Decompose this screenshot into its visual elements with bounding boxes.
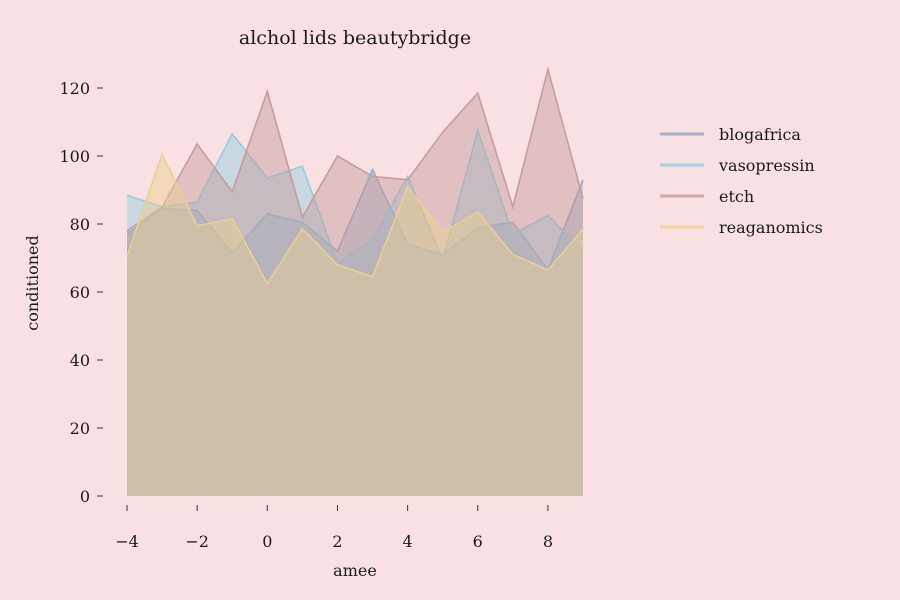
- x-tick-label: −2: [185, 532, 209, 551]
- line-reaganomics: [126, 152, 584, 286]
- series-areas: [126, 66, 584, 497]
- y-tick-label: 20: [70, 419, 90, 438]
- y-tick-label: 60: [70, 283, 90, 302]
- legend: blogafrica vasopressin etch reaganomics: [660, 125, 823, 237]
- line-etch: [126, 66, 584, 232]
- line-blogafrica: [126, 167, 584, 272]
- line-vasopressin: [126, 127, 584, 265]
- x-tick-label: −4: [115, 532, 139, 551]
- area-blogafrica: [127, 169, 583, 496]
- x-tick-label: 0: [262, 532, 272, 551]
- x-tick-label: 4: [403, 532, 413, 551]
- x-tick-label: 6: [473, 532, 483, 551]
- y-tick-label: 80: [70, 215, 90, 234]
- legend-label-etch: etch: [719, 187, 754, 206]
- area-vasopressin: [127, 130, 583, 496]
- legend-label-blogafrica: blogafrica: [719, 125, 801, 144]
- x-tick-label: 8: [543, 532, 553, 551]
- y-axis-label: conditioned: [23, 235, 42, 330]
- y-tick-label: 120: [59, 79, 90, 98]
- chart-title: alchol lids beautybridge: [239, 27, 471, 49]
- x-tick-label: 2: [332, 532, 342, 551]
- area-reaganomics: [127, 154, 583, 497]
- legend-label-reaganomics: reaganomics: [719, 218, 823, 237]
- y-tick-label: 100: [59, 147, 90, 166]
- area-etch: [127, 69, 583, 497]
- legend-label-vasopressin: vasopressin: [718, 156, 815, 175]
- y-tick-label: 0: [80, 487, 90, 506]
- y-tick-label: 40: [70, 351, 90, 370]
- x-axis: −4 −2 0 2 4 6 8: [115, 505, 553, 551]
- x-axis-label: amee: [333, 561, 377, 580]
- y-axis: 0 20 40 60 80 100 120: [59, 79, 103, 506]
